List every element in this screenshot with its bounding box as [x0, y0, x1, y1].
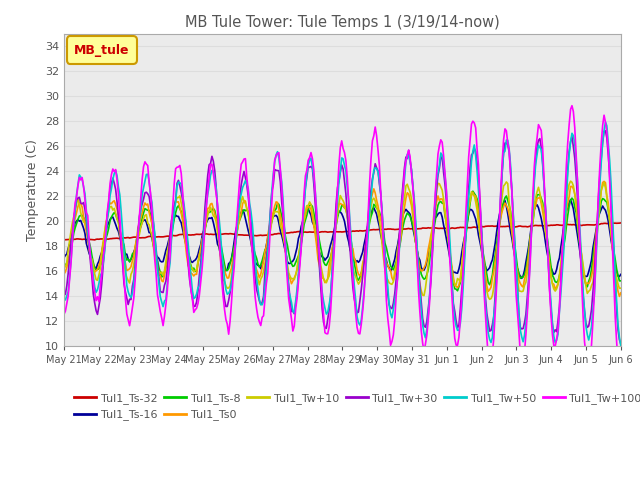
- Tul1_Ts0: [617, 290, 625, 296]
- Tul1_Ts-32: [282, 230, 290, 236]
- Tul1_Ts-16: [567, 197, 575, 203]
- Tul1_Tw+10: [281, 241, 289, 247]
- Tul1_Tw+100: [281, 234, 289, 240]
- Tul1_Ts-32: [91, 237, 99, 243]
- Tul1_Ts0: [410, 227, 418, 232]
- Tul1_Tw+50: [462, 233, 470, 239]
- Tul1_Tw+10: [241, 201, 249, 206]
- Tul1_Tw+10: [617, 285, 625, 291]
- Tul1_Ts-16: [60, 255, 68, 261]
- Tul1_Ts-32: [463, 225, 471, 230]
- Tul1_Ts-8: [454, 288, 461, 294]
- Tul1_Tw+50: [465, 194, 472, 200]
- Tul1_Tw+30: [465, 186, 472, 192]
- Tul1_Tw+10: [567, 178, 575, 184]
- Tul1_Tw+30: [410, 202, 418, 207]
- Tul1_Ts-32: [617, 220, 625, 226]
- Line: Tul1_Ts-16: Tul1_Ts-16: [64, 200, 621, 278]
- Tul1_Tw+50: [241, 178, 249, 183]
- Tul1_Tw+10: [60, 265, 68, 271]
- Line: Tul1_Tw+50: Tul1_Tw+50: [64, 122, 621, 346]
- Tul1_Tw+30: [281, 227, 289, 232]
- Tul1_Tw+100: [462, 209, 470, 215]
- Tul1_Ts-16: [465, 210, 472, 216]
- Tul1_Tw+100: [241, 156, 249, 162]
- Tul1_Tw+50: [617, 343, 625, 348]
- Tul1_Ts-32: [243, 232, 251, 238]
- Tul1_Ts-8: [127, 256, 135, 262]
- Tul1_Ts-32: [412, 226, 419, 232]
- Tul1_Ts-8: [60, 264, 68, 270]
- Tul1_Ts-32: [60, 237, 68, 242]
- Tul1_Tw+30: [462, 230, 470, 236]
- Tul1_Tw+50: [602, 119, 609, 125]
- Tul1_Ts-8: [617, 278, 625, 284]
- Tul1_Tw+50: [281, 226, 289, 231]
- Tul1_Ts0: [281, 239, 289, 244]
- Legend: Tul1_Ts-32, Tul1_Ts-16, Tul1_Ts-8, Tul1_Ts0, Tul1_Tw+10, Tul1_Tw+30, Tul1_Tw+50,: Tul1_Ts-32, Tul1_Ts-16, Tul1_Ts-8, Tul1_…: [70, 389, 640, 425]
- Tul1_Tw+100: [60, 312, 68, 317]
- Line: Tul1_Tw+10: Tul1_Tw+10: [64, 181, 621, 299]
- Tul1_Ts0: [462, 224, 470, 229]
- Tul1_Tw+50: [60, 298, 68, 303]
- Tul1_Ts-16: [518, 276, 525, 281]
- Line: Tul1_Ts-32: Tul1_Ts-32: [64, 223, 621, 240]
- Tul1_Ts-32: [129, 235, 136, 240]
- Tul1_Ts-16: [127, 256, 135, 262]
- Tul1_Ts0: [616, 294, 623, 300]
- Title: MB Tule Tower: Tule Temps 1 (3/19/14-now): MB Tule Tower: Tule Temps 1 (3/19/14-now…: [185, 15, 500, 30]
- Tul1_Ts-16: [281, 245, 289, 251]
- Tul1_Tw+100: [568, 103, 576, 108]
- Tul1_Tw+30: [127, 297, 135, 302]
- Tul1_Tw+50: [410, 196, 418, 202]
- Tul1_Ts0: [600, 179, 608, 184]
- Tul1_Ts-32: [467, 225, 474, 230]
- Tul1_Ts-8: [467, 201, 474, 206]
- Tul1_Ts-16: [462, 228, 470, 233]
- Tul1_Tw+10: [410, 224, 418, 230]
- Tul1_Ts0: [465, 201, 472, 207]
- Tul1_Tw+50: [127, 295, 135, 300]
- Tul1_Ts-8: [463, 221, 471, 227]
- Tul1_Tw+10: [462, 223, 470, 228]
- Tul1_Ts-8: [241, 208, 249, 214]
- Tul1_Tw+30: [60, 292, 68, 298]
- Tul1_Ts-16: [617, 272, 625, 277]
- Tul1_Ts0: [127, 264, 135, 269]
- Tul1_Tw+10: [465, 205, 472, 211]
- Tul1_Ts0: [60, 271, 68, 277]
- Line: Tul1_Ts-8: Tul1_Ts-8: [64, 191, 621, 291]
- Y-axis label: Temperature (C): Temperature (C): [26, 139, 39, 240]
- Tul1_Tw+100: [410, 203, 418, 209]
- Tul1_Tw+10: [486, 296, 493, 302]
- Tul1_Ts-16: [410, 232, 418, 238]
- Line: Tul1_Ts0: Tul1_Ts0: [64, 181, 621, 297]
- Tul1_Tw+10: [127, 271, 135, 277]
- Tul1_Tw+30: [617, 341, 625, 347]
- Line: Tul1_Tw+100: Tul1_Tw+100: [64, 106, 621, 380]
- Tul1_Tw+100: [127, 314, 135, 320]
- Tul1_Ts-8: [281, 228, 289, 234]
- Tul1_Ts0: [241, 198, 249, 204]
- Tul1_Ts-8: [410, 229, 418, 235]
- Tul1_Tw+30: [241, 175, 249, 180]
- Tul1_Tw+30: [602, 128, 609, 133]
- Tul1_Tw+100: [465, 154, 472, 159]
- Tul1_Tw+100: [617, 377, 625, 383]
- Tul1_Ts-8: [469, 188, 477, 194]
- Tul1_Ts-16: [241, 216, 249, 222]
- Line: Tul1_Tw+30: Tul1_Tw+30: [64, 131, 621, 344]
